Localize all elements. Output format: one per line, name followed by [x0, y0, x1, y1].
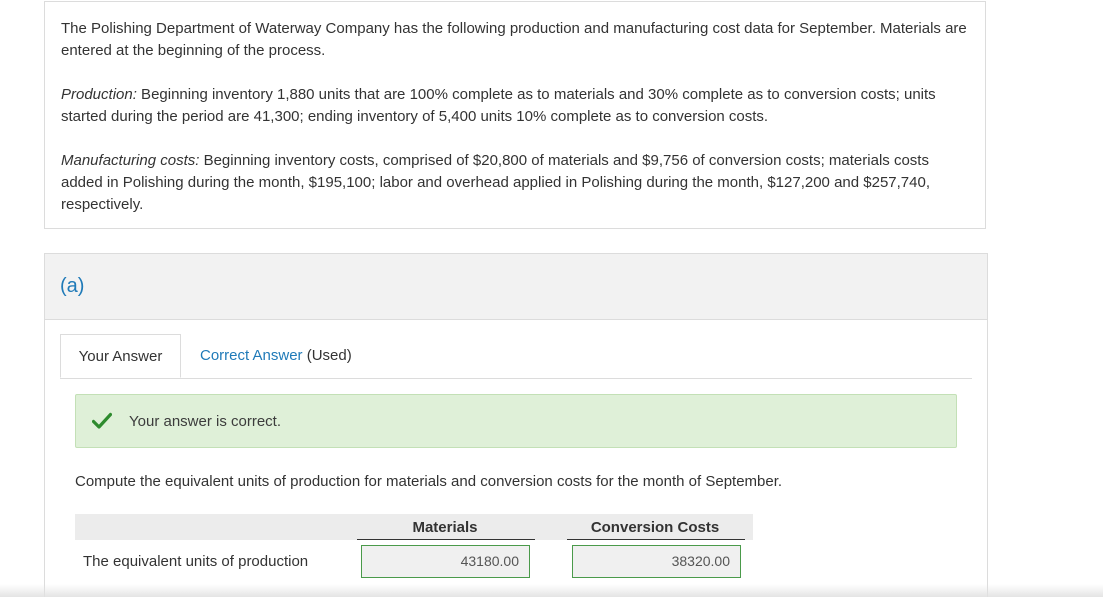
answer-tabs: Your Answer Correct Answer (Used) [60, 334, 972, 379]
production-lead: Production: [61, 86, 137, 103]
header-underline-conversion [567, 539, 745, 540]
header-underline-materials [357, 539, 535, 540]
materials-answer-field[interactable]: 43180.00 [361, 545, 530, 578]
costs-lead: Manufacturing costs: [61, 152, 200, 169]
success-banner: Your answer is correct. [75, 394, 957, 448]
production-text: Beginning inventory 1,880 units that are… [61, 86, 936, 125]
production-paragraph: Production: Beginning inventory 1,880 un… [61, 84, 973, 128]
problem-statement: The Polishing Department of Waterway Com… [44, 1, 986, 229]
part-label: (a) [60, 275, 85, 297]
costs-text: Beginning inventory costs, comprised of … [61, 152, 930, 213]
scroll-shadow [0, 584, 1103, 597]
problem-intro: The Polishing Department of Waterway Com… [61, 20, 967, 59]
header-materials: Materials [412, 519, 478, 536]
conversion-answer-field[interactable]: 38320.00 [572, 545, 741, 578]
tab-correct-answer[interactable]: Correct Answer (Used) [200, 334, 352, 378]
correct-answer-link[interactable]: Correct Answer [200, 347, 303, 364]
row-label: The equivalent units of production [83, 553, 309, 570]
check-icon [92, 412, 112, 429]
correct-answer-suffix: (Used) [302, 347, 352, 364]
part-a-panel: (a) Your Answer Correct Answer (Used) Yo… [44, 253, 988, 597]
costs-paragraph: Manufacturing costs: Beginning inventory… [61, 150, 973, 216]
success-message: Your answer is correct. [129, 413, 282, 430]
part-header: (a) [45, 254, 987, 320]
answer-table-header [75, 514, 753, 540]
tab-your-answer[interactable]: Your Answer [60, 334, 181, 378]
question-text: Compute the equivalent units of producti… [75, 473, 783, 490]
header-conversion-costs: Conversion Costs [590, 519, 720, 536]
